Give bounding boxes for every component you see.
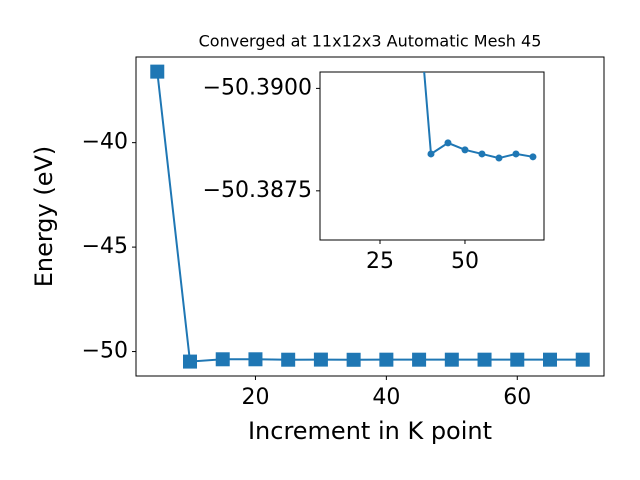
chart-title: Converged at 11x12x3 Automatic Mesh 45	[199, 32, 542, 51]
marker	[427, 150, 435, 158]
y-tick-label: −50	[82, 339, 128, 364]
marker	[215, 352, 230, 367]
y-tick-label: −45	[82, 234, 128, 259]
y-tick-label: −50.3900	[203, 75, 312, 100]
plot-area	[423, 72, 537, 162]
marker	[313, 352, 328, 367]
plot-area	[150, 64, 590, 369]
marker	[529, 153, 537, 161]
marker	[183, 354, 197, 369]
marker	[379, 352, 394, 367]
x-tick-label: 60	[503, 385, 531, 410]
marker	[478, 150, 486, 158]
marker	[461, 146, 469, 154]
marker	[412, 352, 427, 367]
marker	[510, 352, 525, 367]
marker	[346, 352, 361, 367]
marker	[575, 352, 590, 367]
marker	[281, 352, 296, 367]
marker	[495, 154, 503, 162]
marker	[444, 352, 459, 367]
x-axis-label: Increment in K point	[248, 417, 492, 445]
marker	[444, 139, 452, 147]
y-axis-label: Energy (eV)	[30, 146, 58, 288]
marker	[248, 352, 263, 367]
marker	[543, 352, 557, 367]
marker	[512, 150, 520, 158]
x-tick-label: 20	[241, 385, 269, 410]
x-tick-label: 40	[372, 385, 400, 410]
y-tick-label: −50.3875	[203, 178, 312, 203]
y-tick-label: −40	[82, 130, 128, 155]
marker	[150, 64, 165, 79]
x-tick-label: 50	[451, 249, 479, 274]
marker	[477, 352, 492, 367]
x-tick-label: 25	[366, 249, 394, 274]
